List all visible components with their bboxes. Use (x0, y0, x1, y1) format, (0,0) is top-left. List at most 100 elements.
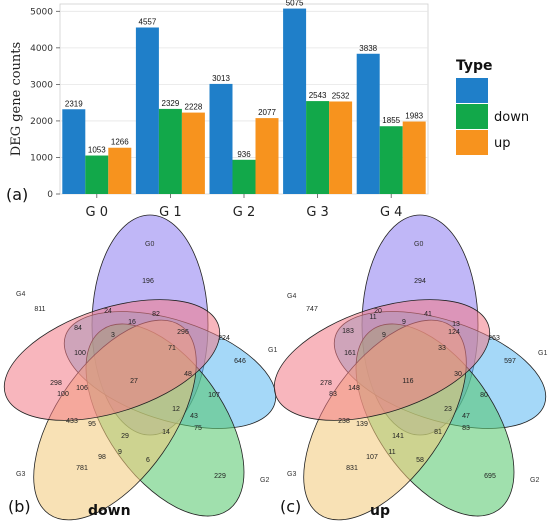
venn-up-panel: G0 G1 G2 G3 G4 2944126359780695838311397… (273, 214, 547, 521)
venn-region-count: 9 (402, 319, 406, 326)
venn-region-count: 30 (454, 371, 462, 378)
set-label-g1: G1 (268, 347, 277, 354)
venn-region-count: 98 (98, 454, 106, 461)
venn-region-count: 33 (438, 345, 446, 352)
venn-region-count: 14 (162, 429, 170, 436)
bar (379, 126, 403, 194)
venn-region-count: 106 (76, 385, 88, 392)
bar-value-label: 2532 (332, 91, 350, 100)
venn-region-count: 81 (434, 429, 442, 436)
venn-region-count: 296 (177, 329, 189, 336)
bar-value-label: 2319 (65, 99, 83, 108)
bar (255, 118, 279, 194)
venn-region-count: 695 (484, 473, 496, 480)
set-label-g2: G2 (530, 477, 539, 484)
set-label-g2: G2 (260, 477, 269, 484)
venn-region-count: 58 (416, 457, 424, 464)
bar-value-label: 936 (237, 150, 251, 159)
bar (108, 147, 132, 194)
x-tick-label: G 4 (380, 205, 402, 220)
venn-region-count: 124 (448, 329, 460, 336)
venn-region-count: 229 (214, 473, 226, 480)
x-tick-label: G 2 (233, 205, 255, 220)
venn-region-count: 597 (504, 358, 516, 365)
bar (85, 155, 109, 194)
y-tick-label: 3000 (30, 80, 53, 90)
venn-down-counts: 1968222464610722975781958118424162967148… (34, 278, 246, 480)
panel-label-c: (c) (280, 497, 301, 516)
venn-region-count: 107 (366, 454, 378, 461)
x-tick-label: G 3 (306, 205, 328, 220)
x-tick-label: G 0 (86, 205, 108, 220)
venn-region-count: 16 (128, 319, 136, 326)
bar-value-label: 3013 (212, 74, 230, 83)
bars (62, 8, 426, 195)
venn-region-count: 6 (146, 457, 150, 464)
venn-region-count: 48 (184, 371, 192, 378)
venn-region-count: 139 (356, 421, 368, 428)
legend: Type down up (456, 58, 529, 155)
venn-region-count: 9 (118, 449, 122, 456)
bar (283, 8, 307, 195)
venn-region-count: 747 (306, 306, 318, 313)
legend-swatch-3 (456, 130, 488, 155)
venn-region-count: 23 (444, 406, 452, 413)
venn-region-count: 107 (208, 392, 220, 399)
bar (356, 53, 380, 195)
venn-region-count: 238 (338, 418, 350, 425)
venn-region-count: 116 (402, 378, 413, 385)
set-label-g0: G0 (414, 241, 423, 248)
venn-region-count: 20 (374, 308, 382, 315)
venn-up-counts: 2944126359780695838311397471832091243330… (306, 278, 516, 480)
bar-value-label: 2543 (309, 91, 327, 100)
venn-region-count: 278 (320, 380, 332, 387)
venn-region-count: 27 (130, 378, 138, 385)
bar (329, 101, 353, 194)
venn-region-count: 781 (76, 465, 88, 472)
venn-region-count: 24 (104, 308, 112, 315)
bar (306, 101, 330, 194)
legend-label-up: up (494, 136, 511, 151)
venn-region-count: 11 (369, 314, 376, 321)
venn-region-count: 29 (121, 433, 129, 440)
bar-value-label: 1855 (382, 116, 400, 125)
panel-label-a: (a) (6, 185, 28, 204)
venn-region-count: 183 (342, 328, 354, 335)
bar-value-label: 1266 (111, 138, 129, 147)
venn-region-count: 71 (168, 345, 176, 352)
bar (158, 108, 182, 194)
venn-region-count: 84 (74, 325, 82, 332)
set-label-g3: G3 (16, 471, 25, 478)
bar (232, 159, 256, 194)
venn-region-count: 9 (382, 332, 386, 339)
bar (135, 27, 159, 194)
legend-swatch-2 (456, 104, 488, 129)
venn-region-count: 433 (66, 418, 78, 425)
bar-value-label: 1983 (405, 112, 423, 121)
legend-swatch-1 (456, 78, 488, 103)
venn-set-g4 (273, 299, 491, 421)
x-tick-label: G 1 (159, 205, 181, 220)
bar-value-label: 1053 (88, 146, 106, 155)
set-label-g0: G0 (145, 241, 154, 248)
venn-region-count: 12 (172, 406, 180, 413)
venn-region-count: 831 (346, 465, 358, 472)
venn-region-count: 100 (57, 391, 69, 398)
y-tick-label: 2000 (30, 117, 53, 127)
venn-region-count: 95 (88, 421, 96, 428)
set-label-g1: G1 (538, 350, 547, 357)
y-tick-label: 0 (47, 190, 53, 200)
bar-value-label: 5075 (286, 0, 304, 8)
venn-region-count: 41 (424, 311, 432, 318)
set-label-g4: G4 (287, 293, 296, 300)
venn-region-count: 13 (452, 321, 460, 328)
venn-region-count: 43 (190, 413, 198, 420)
venn-region-count: 224 (218, 335, 230, 342)
venn-region-count: 83 (329, 391, 337, 398)
bar-value-label: 2228 (185, 103, 203, 112)
venn-caption-up: up (370, 503, 390, 519)
venn-region-count: 82 (152, 311, 160, 318)
venn-region-count: 161 (344, 350, 356, 357)
bar-value-label: 2329 (162, 99, 180, 108)
